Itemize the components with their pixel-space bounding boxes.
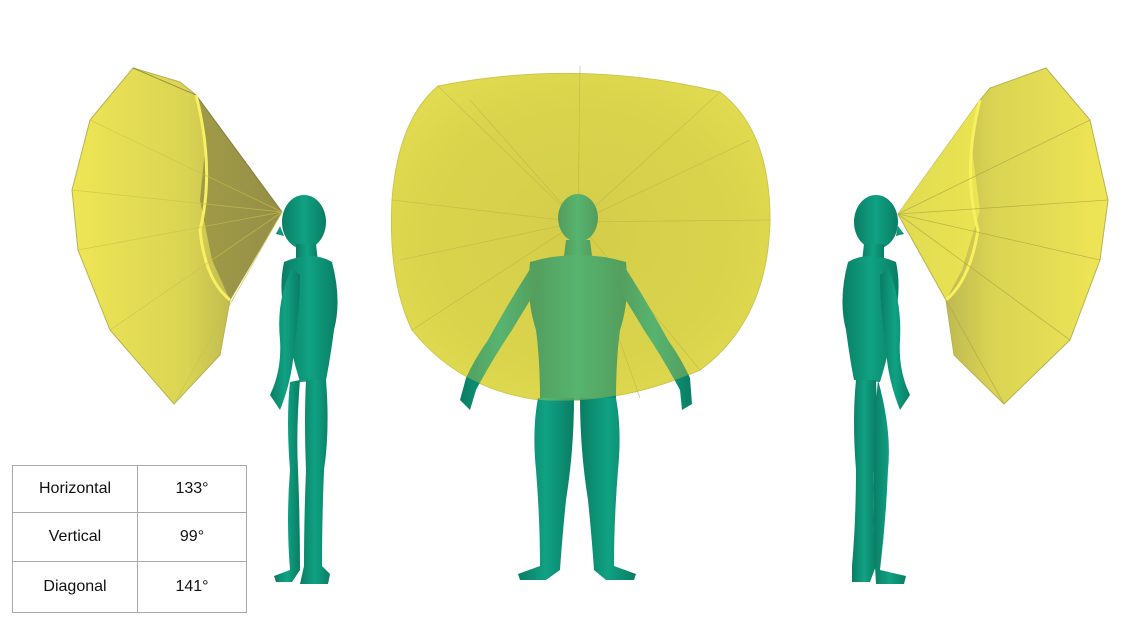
- table-row: Horizontal 133°: [12, 465, 247, 513]
- table-row: Vertical 99°: [12, 512, 247, 562]
- fov-label-vertical: Vertical: [12, 512, 138, 562]
- fov-value-vertical: 99°: [137, 512, 247, 562]
- front-view: [390, 65, 771, 580]
- fov-angles-table: Horizontal 133° Vertical 99° Diagonal 14…: [12, 465, 247, 613]
- side-right-view: [842, 67, 1109, 584]
- table-row: Diagonal 141°: [12, 561, 247, 613]
- fov-label-diagonal: Diagonal: [12, 561, 138, 613]
- fov-value-diagonal: 141°: [137, 561, 247, 613]
- human-figure-left: [270, 195, 338, 584]
- side-left-view: [71, 67, 338, 584]
- human-figure-front: [460, 194, 692, 580]
- fov-value-horizontal: 133°: [137, 465, 247, 513]
- human-figure-right: [842, 195, 910, 584]
- fov-label-horizontal: Horizontal: [12, 465, 138, 513]
